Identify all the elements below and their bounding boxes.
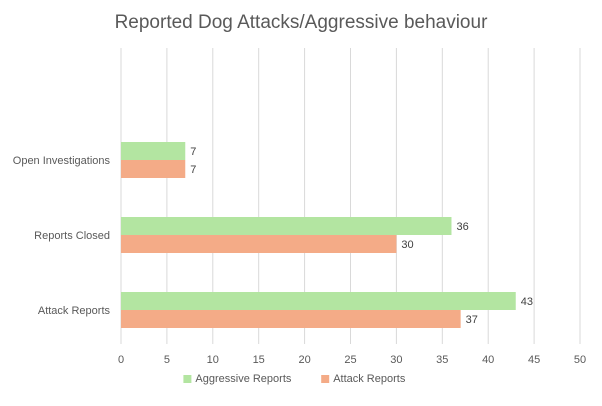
legend: Aggressive Reports Attack Reports [183,373,406,385]
x-tick-label-4: 20 [298,354,310,366]
category-label-2: Attack Reports [38,305,111,317]
legend-swatch-0 [183,375,192,383]
data-label-0-0: 7 [190,146,196,158]
bar-0-1 [121,217,452,235]
x-tick-label-8: 40 [482,354,494,366]
category-label-0: Open Investigations [13,155,111,167]
x-tick-label-10: 50 [574,354,586,366]
bar-1-1 [121,235,397,253]
x-axis-tick-labels: 0 5 10 15 20 25 30 35 40 45 50 [118,354,586,366]
x-tick-label-3: 15 [253,354,265,366]
chart-title: Reported Dog Attacks/Aggressive behaviou… [114,12,488,33]
x-tick-label-9: 45 [528,354,540,366]
legend-label-0: Aggressive Reports [195,373,291,385]
legend-label-1: Attack Reports [333,373,406,385]
bar-1-0 [121,160,186,178]
category-labels: Open Investigations Reports Closed Attack … [13,155,111,317]
category-label-1: Reports Closed [34,230,110,242]
data-label-1-0: 7 [190,164,196,176]
x-tick-label-5: 25 [344,354,356,366]
data-label-0-2: 43 [521,296,533,308]
x-tick-label-1: 5 [164,354,170,366]
data-label-1-2: 37 [466,314,478,326]
x-tick-label-7: 35 [436,354,448,366]
data-label-0-1: 36 [456,221,468,233]
bar-0-0 [121,142,186,160]
legend-swatch-1 [321,375,330,383]
bar-0-2 [121,292,516,310]
data-label-1-1: 30 [401,239,413,251]
bar-1-2 [121,310,461,328]
x-tick-label-6: 30 [390,354,402,366]
x-tick-label-0: 0 [118,354,124,366]
bars: 7 7 36 30 43 37 [121,142,533,328]
x-tick-label-2: 10 [207,354,219,366]
